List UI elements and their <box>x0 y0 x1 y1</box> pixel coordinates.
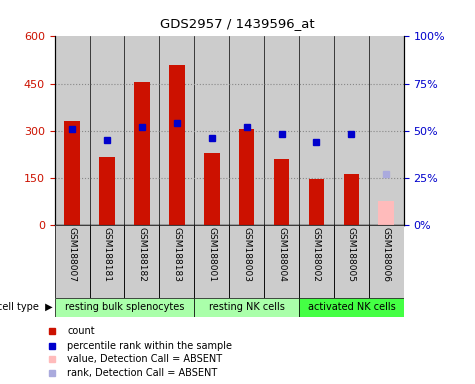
Text: resting NK cells: resting NK cells <box>209 302 285 312</box>
Bar <box>264 36 299 225</box>
Bar <box>309 179 324 225</box>
Bar <box>334 36 369 225</box>
Bar <box>334 225 369 298</box>
Bar <box>204 152 219 225</box>
Text: cell type  ▶: cell type ▶ <box>0 302 52 312</box>
Text: activated NK cells: activated NK cells <box>307 302 395 312</box>
Text: GSM188182: GSM188182 <box>137 227 146 282</box>
Bar <box>124 225 160 298</box>
FancyBboxPatch shape <box>55 298 194 317</box>
Bar <box>343 174 359 225</box>
Bar <box>134 82 150 225</box>
Bar <box>64 121 80 225</box>
Bar <box>229 36 264 225</box>
Bar <box>299 36 334 225</box>
Bar <box>169 65 185 225</box>
Bar <box>229 225 264 298</box>
Bar <box>264 225 299 298</box>
Text: GSM188006: GSM188006 <box>382 227 391 282</box>
Bar <box>89 36 124 225</box>
Text: GSM188005: GSM188005 <box>347 227 356 282</box>
Text: GSM188181: GSM188181 <box>103 227 112 282</box>
FancyBboxPatch shape <box>194 298 299 317</box>
Bar <box>55 225 89 298</box>
Bar <box>274 159 289 225</box>
Bar <box>160 225 194 298</box>
Text: count: count <box>67 326 95 336</box>
Text: percentile rank within the sample: percentile rank within the sample <box>67 341 232 351</box>
Bar <box>239 129 255 225</box>
Bar <box>369 36 404 225</box>
Bar <box>55 36 89 225</box>
Bar <box>299 225 334 298</box>
Text: GSM188002: GSM188002 <box>312 227 321 282</box>
Bar <box>369 225 404 298</box>
Bar <box>194 36 229 225</box>
Bar <box>194 225 229 298</box>
Text: value, Detection Call = ABSENT: value, Detection Call = ABSENT <box>67 354 222 364</box>
FancyBboxPatch shape <box>299 298 404 317</box>
Text: GSM188007: GSM188007 <box>67 227 76 282</box>
Bar <box>160 36 194 225</box>
Bar <box>99 157 115 225</box>
Text: GDS2957 / 1439596_at: GDS2957 / 1439596_at <box>160 17 315 30</box>
Text: GSM188001: GSM188001 <box>207 227 216 282</box>
Bar <box>89 225 124 298</box>
Text: resting bulk splenocytes: resting bulk splenocytes <box>65 302 184 312</box>
Bar <box>124 36 160 225</box>
Text: GSM188003: GSM188003 <box>242 227 251 282</box>
Text: rank, Detection Call = ABSENT: rank, Detection Call = ABSENT <box>67 368 218 378</box>
Text: GSM188183: GSM188183 <box>172 227 181 282</box>
Text: GSM188004: GSM188004 <box>277 227 286 282</box>
Bar <box>379 201 394 225</box>
